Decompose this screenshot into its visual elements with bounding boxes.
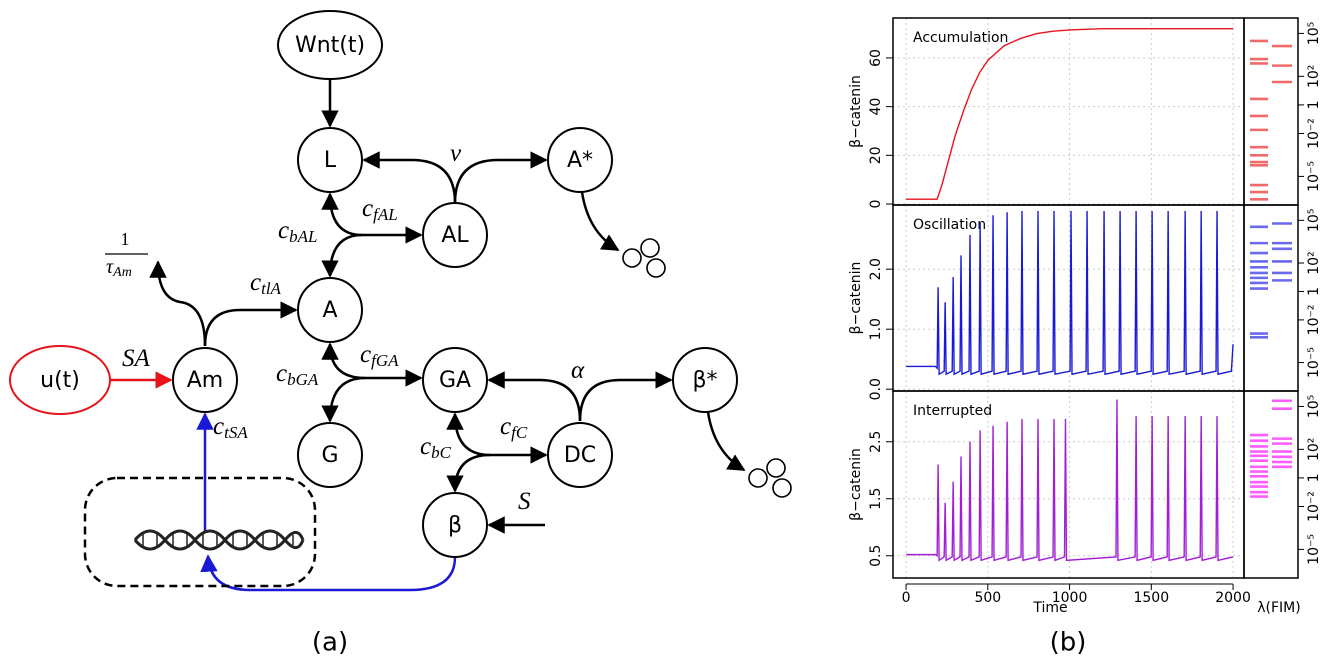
node-label: A <box>322 298 337 323</box>
x-tick-label: 0 <box>902 590 911 606</box>
line <box>906 399 1234 562</box>
node-label: GA <box>439 368 471 393</box>
fim-box <box>1243 204 1299 392</box>
gene-box <box>83 476 317 588</box>
y-axis-label: β−catenin <box>848 262 864 335</box>
node-shapes <box>9 10 738 558</box>
degradation <box>622 238 792 498</box>
y-tick-label: 20 <box>868 146 884 164</box>
node-label: β <box>448 513 462 538</box>
y-tick-label: 0.0 <box>868 378 884 400</box>
y-tick-label: 0 <box>868 200 884 209</box>
dna <box>133 529 305 551</box>
y2-tick-label: 1 <box>1306 287 1322 296</box>
edge-label: SA <box>122 345 151 372</box>
edges <box>83 80 746 592</box>
edge-label: S <box>518 488 531 515</box>
y-tick-label: 2.0 <box>868 258 884 280</box>
panel-label: (b) <box>1050 628 1087 658</box>
y2-tick-label: 10² <box>1306 438 1322 461</box>
edge-label: cbAL <box>278 217 317 246</box>
node-label: u(t) <box>40 368 80 393</box>
edge-label: ctlA <box>250 269 282 298</box>
node-label: L <box>324 148 337 173</box>
node-label: DC <box>564 443 596 468</box>
panel-title: Interrupted <box>913 403 992 419</box>
plot-box <box>892 17 1245 206</box>
edge-labels: ν cfAL cbAL ctlA SA cfGA cbGA α cfC cbC … <box>105 140 585 515</box>
y2-tick-label: 10² <box>1306 251 1322 274</box>
line <box>906 28 1234 200</box>
fim-box <box>1243 390 1299 579</box>
edge <box>321 233 363 278</box>
edge-label: cbGA <box>276 360 319 389</box>
edge-label: α <box>571 357 585 384</box>
edge <box>446 453 491 493</box>
y-tick-label: 40 <box>868 98 884 116</box>
edge-label: ctSA <box>213 413 248 442</box>
edge <box>321 376 366 423</box>
y2-tick-label: 10⁻² <box>1306 491 1322 522</box>
y2-tick-label: 1 <box>1306 473 1322 482</box>
y-axis-label: β−catenin <box>848 75 864 148</box>
y-tick-label: 0.5 <box>868 545 884 567</box>
x-tick-label: 2000 <box>1215 590 1251 606</box>
edge-label: cfGA <box>360 341 399 370</box>
y2-tick-label: 10⁵ <box>1306 395 1322 418</box>
x-axis-label: Time <box>1032 600 1067 616</box>
edge <box>706 411 746 472</box>
node-label: A* <box>567 148 593 173</box>
node-label: G <box>321 443 338 468</box>
x-tick-label: 500 <box>974 590 1001 606</box>
node-label: AL <box>441 223 469 248</box>
y-tick-label: 2.5 <box>868 431 884 453</box>
node-label: Am <box>187 368 223 393</box>
node-label: Wnt(t) <box>295 33 365 58</box>
panel-label: (a) <box>312 628 348 658</box>
panel-title: Oscillation <box>913 217 986 233</box>
x-tick-label: 1000 <box>1052 590 1088 606</box>
y2-tick-label: 10⁻⁵ <box>1306 161 1322 192</box>
edge-label: cbC <box>420 433 452 462</box>
y-tick-label: 1.0 <box>868 318 884 340</box>
edge <box>362 151 457 204</box>
y-axis-label: β−catenin <box>848 448 864 521</box>
edge <box>200 554 457 592</box>
edge <box>203 301 298 347</box>
edge <box>578 371 673 422</box>
y2-tick-label: 10⁵ <box>1306 22 1322 45</box>
edge-label: 1 <box>121 229 130 249</box>
edge-label: τAm <box>106 256 132 281</box>
edge-label: cfC <box>500 413 528 442</box>
x-tick-label: 1500 <box>1133 590 1169 606</box>
y2-tick-label: 10⁻² <box>1306 118 1322 149</box>
edge <box>453 151 548 204</box>
edge-label: ν <box>450 140 462 167</box>
y2-tick-label: 10⁻² <box>1306 304 1322 335</box>
edge <box>149 260 207 347</box>
y2-tick-label: 10⁻⁵ <box>1306 534 1322 565</box>
y2-tick-label: 1 <box>1306 100 1322 109</box>
y2-tick-label: 10⁻⁵ <box>1306 347 1322 378</box>
edge-label: cfAL <box>362 195 398 224</box>
node-labels: Wnt(t) L A* AL A Am u(t) GA β* G DC β <box>40 33 717 538</box>
fim-label: λ(FIM) <box>1257 600 1300 616</box>
line <box>906 210 1234 376</box>
edge <box>580 191 620 252</box>
y-tick-label: 1.5 <box>868 488 884 510</box>
panel-title: Accumulation <box>913 30 1008 46</box>
y2-tick-label: 10⁵ <box>1306 209 1322 232</box>
y2-tick-label: 10² <box>1306 65 1322 88</box>
node-label: β* <box>692 368 717 393</box>
y-tick-label: 60 <box>868 49 884 67</box>
